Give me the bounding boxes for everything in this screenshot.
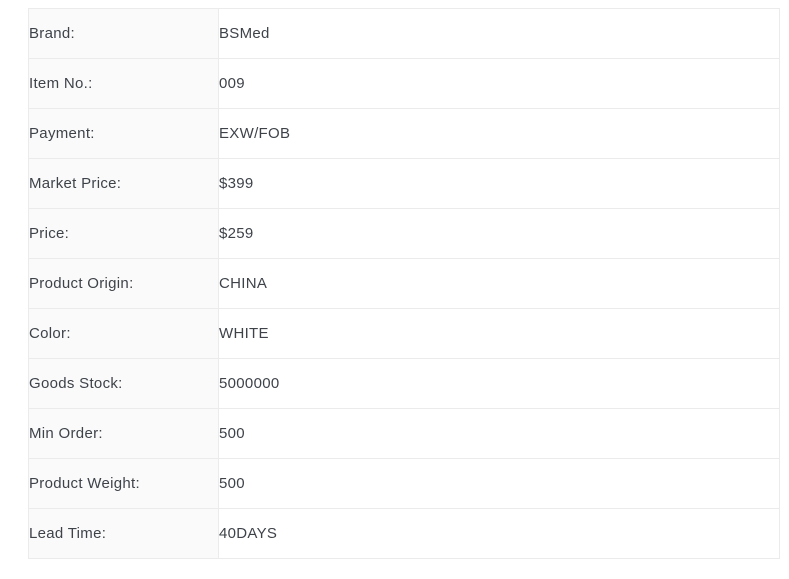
- spec-value: $259: [218, 208, 780, 259]
- spec-value: WHITE: [218, 308, 780, 359]
- spec-row-payment: Payment: EXW/FOB: [28, 108, 780, 159]
- spec-row-item-no: Item No.: 009: [28, 58, 780, 109]
- spec-row-product-weight: Product Weight: 500: [28, 458, 780, 509]
- product-spec-table: Brand: BSMed Item No.: 009 Payment: EXW/…: [28, 8, 780, 559]
- spec-row-brand: Brand: BSMed: [28, 8, 780, 59]
- spec-row-lead-time: Lead Time: 40DAYS: [28, 508, 780, 559]
- spec-row-product-origin: Product Origin: CHINA: [28, 258, 780, 309]
- spec-label: Item No.:: [28, 58, 219, 109]
- spec-label: Payment:: [28, 108, 219, 159]
- spec-row-color: Color: WHITE: [28, 308, 780, 359]
- spec-row-market-price: Market Price: $399: [28, 158, 780, 209]
- spec-label: Product Weight:: [28, 458, 219, 509]
- spec-value: 5000000: [218, 358, 780, 409]
- product-spec-table-container: Brand: BSMed Item No.: 009 Payment: EXW/…: [28, 8, 780, 559]
- spec-row-goods-stock: Goods Stock: 5000000: [28, 358, 780, 409]
- spec-value: 500: [218, 408, 780, 459]
- spec-row-price: Price: $259: [28, 208, 780, 259]
- spec-label: Lead Time:: [28, 508, 219, 559]
- spec-value: $399: [218, 158, 780, 209]
- spec-value: 40DAYS: [218, 508, 780, 559]
- spec-label: Product Origin:: [28, 258, 219, 309]
- spec-value: BSMed: [218, 8, 780, 59]
- spec-value: CHINA: [218, 258, 780, 309]
- spec-label: Min Order:: [28, 408, 219, 459]
- spec-value: EXW/FOB: [218, 108, 780, 159]
- spec-row-min-order: Min Order: 500: [28, 408, 780, 459]
- spec-value: 009: [218, 58, 780, 109]
- spec-label: Color:: [28, 308, 219, 359]
- spec-label: Goods Stock:: [28, 358, 219, 409]
- spec-table-body: Brand: BSMed Item No.: 009 Payment: EXW/…: [28, 8, 780, 559]
- spec-label: Price:: [28, 208, 219, 259]
- spec-label: Market Price:: [28, 158, 219, 209]
- spec-value: 500: [218, 458, 780, 509]
- spec-label: Brand:: [28, 8, 219, 59]
